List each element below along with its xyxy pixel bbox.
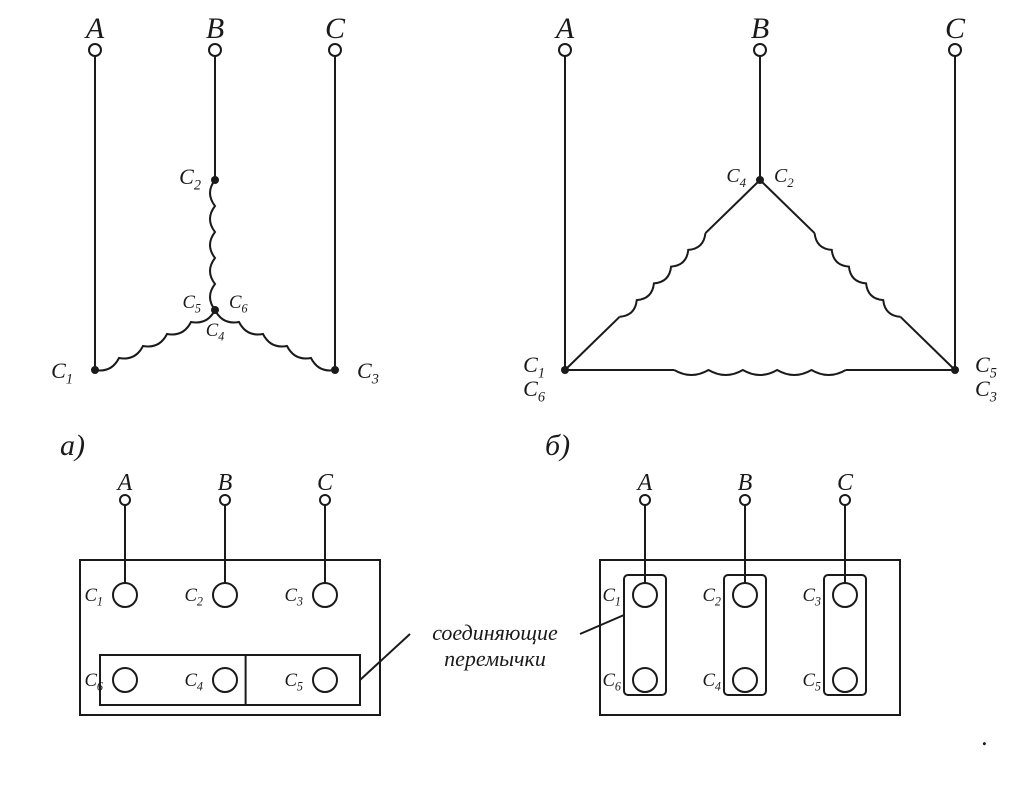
- terminal-label: C1: [51, 358, 73, 388]
- terminal-label: C3: [802, 585, 821, 609]
- diagram-svg: ABCC1C3C2C5C6C4a)ABCC4C2C1C6C5C3б)ABCC1C…: [0, 0, 1024, 792]
- terminal-label: C5: [182, 292, 201, 316]
- phase-label: B: [738, 470, 753, 496]
- figure-label: a): [60, 429, 85, 462]
- callout-text: перемычки: [444, 646, 546, 671]
- phase-label: A: [554, 12, 575, 45]
- phase-label: C: [945, 12, 966, 45]
- phase-label: B: [218, 470, 233, 496]
- terminal-label: C2: [702, 585, 721, 609]
- terminal-label: C5: [284, 670, 303, 694]
- callout-text: соединяющие: [432, 620, 558, 645]
- terminal-label: C5: [802, 670, 821, 694]
- terminal-label: C1: [602, 585, 621, 609]
- phase-label: C: [837, 470, 854, 496]
- terminal-label: C3: [284, 585, 303, 609]
- phase-label: C: [325, 12, 346, 45]
- terminal-label: C6: [229, 292, 248, 316]
- phase-label: A: [636, 470, 653, 496]
- terminal-label: C3: [357, 358, 379, 388]
- phase-label: B: [751, 12, 769, 45]
- terminal-label: C2: [179, 164, 201, 194]
- phase-label: A: [84, 12, 105, 45]
- terminal-label: C4: [726, 165, 746, 190]
- figure-label: б): [545, 429, 570, 462]
- terminal-label: C2: [774, 165, 794, 190]
- terminal-label: C4: [206, 320, 225, 344]
- phase-label: A: [116, 470, 133, 496]
- terminal-label: C4: [184, 670, 203, 694]
- terminal-label: C1: [84, 585, 103, 609]
- phase-label: B: [206, 12, 224, 45]
- terminal-label: C2: [184, 585, 203, 609]
- terminal-label: C4: [702, 670, 721, 694]
- terminal-label: C6: [84, 670, 103, 694]
- terminal-label: C6: [602, 670, 621, 694]
- period: .: [982, 722, 989, 751]
- phase-label: C: [317, 470, 334, 496]
